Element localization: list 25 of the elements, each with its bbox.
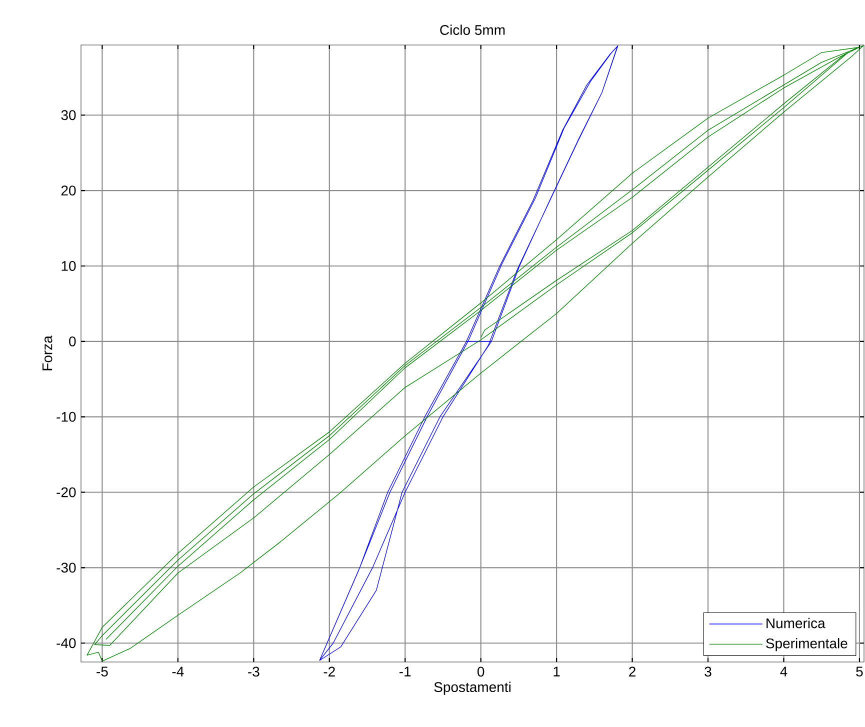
legend-label: Sperimentale (766, 638, 848, 652)
y-tick-label: 10 (62, 261, 76, 271)
y-tick-label: -20 (56, 487, 76, 498)
x-tick-label: 2 (629, 666, 636, 676)
x-tick-label: -5 (96, 666, 108, 676)
line-series (86, 45, 864, 662)
y-tick-label: 20 (61, 186, 76, 196)
y-axis-title: Forza (42, 336, 52, 370)
y-tick-label: 0 (69, 336, 76, 346)
legend-label: Numerica (766, 618, 826, 628)
x-tick-label: -1 (400, 666, 411, 676)
x-tick-label: 1 (554, 666, 560, 676)
x-axis-title: Spostamenti (434, 682, 510, 695)
y-tick-label: -10 (56, 412, 76, 422)
x-tick-label: -3 (248, 666, 260, 677)
y-tick-label: -40 (56, 638, 76, 648)
x-tick-label: 3 (704, 666, 712, 677)
x-tick-label: 5 (856, 666, 863, 676)
x-tick-label: -2 (324, 666, 335, 676)
x-tick-label: 4 (780, 666, 788, 676)
y-tick-label: -30 (56, 562, 76, 573)
x-tick-label: -4 (172, 666, 184, 676)
x-tick-label: 0 (477, 666, 484, 677)
y-tick-label: 30 (61, 110, 76, 120)
chart-title: Ciclo 5mm (440, 24, 505, 35)
